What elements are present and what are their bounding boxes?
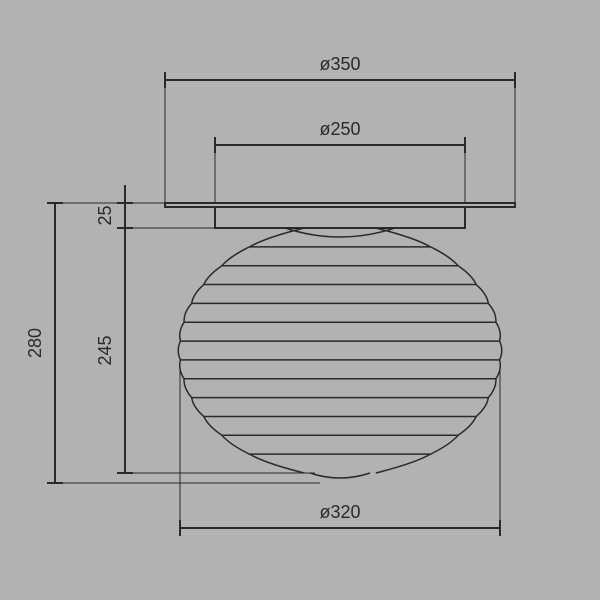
globe-bottom-cap (310, 473, 370, 478)
dim-outer-plate-label: ø350 (319, 54, 360, 74)
globe-outline-right (376, 228, 502, 473)
dim-plate-h-label: 25 (95, 205, 115, 225)
dim-globe-height-label: 245 (95, 335, 115, 365)
dim-total-height-label: 280 (25, 328, 45, 358)
globe-outline-left (178, 228, 304, 473)
plate-canopy (215, 207, 465, 228)
dim-inner-plate-label: ø250 (319, 119, 360, 139)
dim-globe-width-label: ø320 (319, 502, 360, 522)
